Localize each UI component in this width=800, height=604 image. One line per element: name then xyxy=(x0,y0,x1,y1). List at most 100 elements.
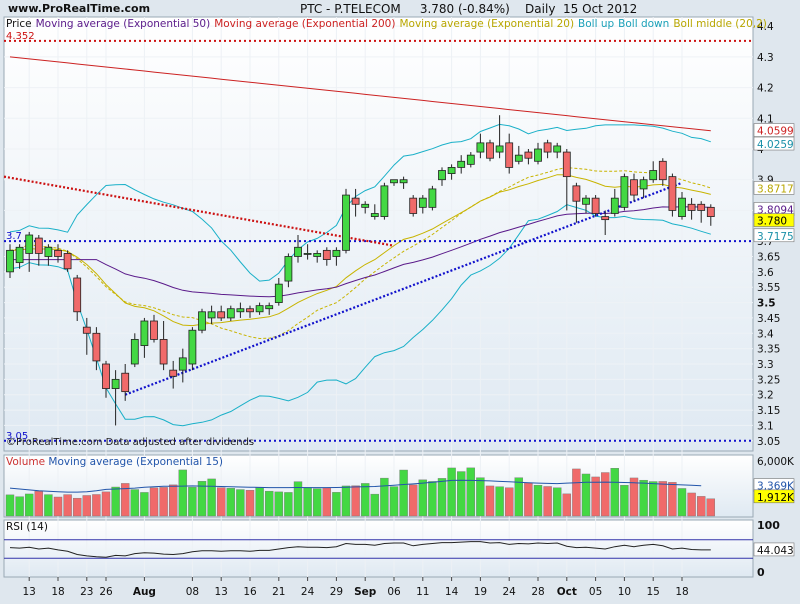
candle-body xyxy=(92,332,101,362)
y-tick-label: 3.2 xyxy=(757,390,774,402)
x-tick-label: Oct xyxy=(557,586,577,598)
volume-bar xyxy=(389,486,399,517)
candle-body xyxy=(294,246,302,257)
ema200-line xyxy=(9,56,711,132)
candle-body xyxy=(591,197,600,214)
y-tick-label: 4.4 xyxy=(757,21,774,33)
candle-body xyxy=(524,151,533,159)
x-tick-label: 24 xyxy=(503,586,517,598)
candle-body xyxy=(255,305,264,313)
candle-body xyxy=(140,320,149,346)
tag-boll-up: 4.0259 xyxy=(757,139,794,151)
candle-body xyxy=(322,249,331,260)
candle-body xyxy=(658,160,667,181)
volume-bar xyxy=(361,483,370,517)
candle-body xyxy=(188,329,197,365)
candle-body xyxy=(111,378,120,389)
candle-body xyxy=(15,246,24,264)
rsi-axis-bottom: 0 xyxy=(757,566,765,579)
candle-body xyxy=(620,176,629,208)
tag-boll-down: 3.7175 xyxy=(757,231,794,243)
x-tick-label: 10 xyxy=(618,586,631,598)
candle-body xyxy=(687,203,696,211)
x-tick-label: 06 xyxy=(387,586,401,598)
candle-body xyxy=(399,179,408,184)
volume-bar xyxy=(236,489,245,517)
legend-ema200: Moving average (Exponential 200) xyxy=(214,18,396,30)
tag-boll-down-box xyxy=(753,228,795,243)
x-tick-label: 13 xyxy=(23,586,36,598)
y-tick-label: 3.05 xyxy=(757,436,780,448)
legend-volume-ma: Moving average (Exponential 15) xyxy=(48,456,223,468)
volume-bar xyxy=(197,481,207,517)
volume-bar xyxy=(207,478,216,517)
y-tick-label: 3.3 xyxy=(757,359,774,371)
candle-body xyxy=(649,170,658,181)
volume-bar xyxy=(168,484,178,517)
candle-body xyxy=(178,357,187,371)
volume-bar xyxy=(466,467,475,517)
volume-bar xyxy=(610,468,619,517)
y-tick-label: 3.65 xyxy=(757,252,780,264)
volume-bar xyxy=(265,490,274,517)
volume-bar xyxy=(706,498,715,517)
y-tick-label: 3.1 xyxy=(757,420,774,432)
x-tick-label: 16 xyxy=(243,586,257,598)
y-tick-label: 3.45 xyxy=(757,313,780,325)
volume-bar xyxy=(687,492,696,517)
candle-body xyxy=(505,142,514,168)
candle-body xyxy=(332,249,341,257)
x-tick-label: 26 xyxy=(99,586,113,598)
candle-body xyxy=(610,197,619,214)
tag-rsi-last: 44.043 xyxy=(757,545,794,557)
candle-body xyxy=(217,311,226,319)
candle-body xyxy=(63,253,72,270)
volume-bar xyxy=(447,467,456,517)
volume-bar xyxy=(495,486,504,517)
candle-body xyxy=(6,249,14,273)
volume-bar xyxy=(562,493,571,517)
site-name[interactable]: www.ProRealTime.com xyxy=(8,2,151,15)
volume-bar xyxy=(505,487,514,517)
y-tick-label: 4.2 xyxy=(757,83,774,95)
volume-bar xyxy=(476,477,485,517)
volume-bar xyxy=(34,491,43,517)
candle-body xyxy=(534,148,542,162)
volume-bar xyxy=(111,486,120,517)
candle-body xyxy=(236,308,245,313)
candle-body xyxy=(678,197,686,217)
legend-volume: Volume xyxy=(6,456,46,468)
x-tick-label: Aug xyxy=(133,586,156,598)
tag-last-price: 3.780 xyxy=(757,216,787,228)
candle-body xyxy=(54,249,62,257)
candle-body xyxy=(476,142,485,153)
volume-bar xyxy=(428,481,437,517)
candle-body xyxy=(198,311,206,331)
candle-body xyxy=(668,176,677,211)
x-tick-label: 19 xyxy=(474,586,487,598)
candle-body xyxy=(34,237,43,254)
tag-ema200: 4.0599 xyxy=(757,126,794,138)
volume-bar xyxy=(524,482,533,517)
volume-bar xyxy=(332,492,341,517)
volume-bar xyxy=(543,486,552,517)
volume-bar xyxy=(255,487,264,517)
candle-body xyxy=(409,197,418,214)
ema20-line xyxy=(9,174,711,327)
x-tick-label: 15 xyxy=(647,586,660,598)
y-tick-label: 3.6 xyxy=(757,267,774,279)
legend-boll-down: Boll down xyxy=(618,18,670,30)
tag-last-price-box xyxy=(753,213,795,227)
volume-bar xyxy=(620,485,629,517)
volume-bar xyxy=(92,494,101,517)
volume-bar xyxy=(341,485,351,517)
tag-volume-last: 1,912K xyxy=(757,492,795,504)
candles xyxy=(6,115,715,426)
volume-bar xyxy=(159,487,168,517)
volume-bar xyxy=(437,478,447,517)
level-label: 4.352 xyxy=(6,31,35,42)
volume-bar xyxy=(101,491,111,517)
legend-ema20: Moving average (Exponential 20) xyxy=(399,18,575,30)
